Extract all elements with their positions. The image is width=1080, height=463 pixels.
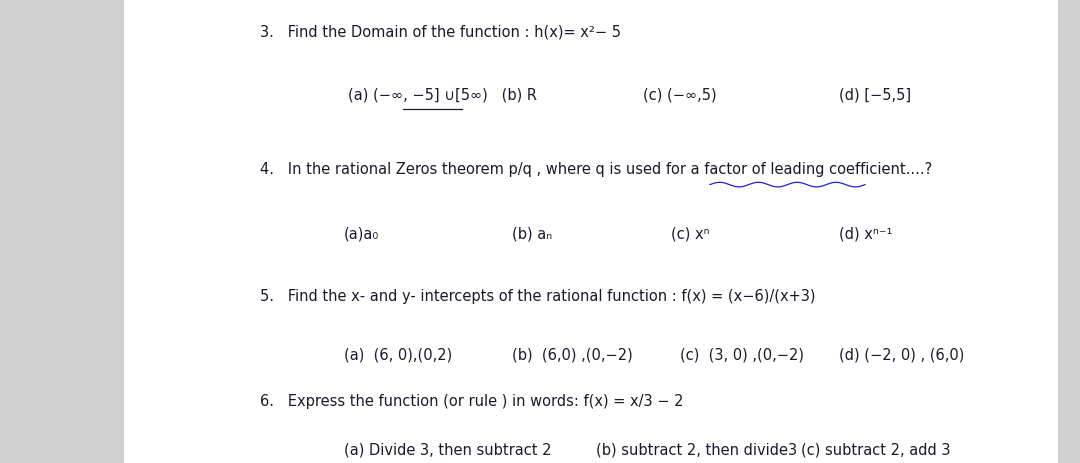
Text: (a) Divide 3, then subtract 2: (a) Divide 3, then subtract 2 (343, 442, 551, 457)
Text: 3.   Find the Domain of the function : h(x)= x²− 5: 3. Find the Domain of the function : h(x… (259, 25, 621, 40)
Text: (d) (−2, 0) , (6,0): (d) (−2, 0) , (6,0) (839, 347, 964, 362)
Text: (a)  (6, 0),(0,2): (a) (6, 0),(0,2) (343, 347, 453, 362)
Text: (c) subtract 2, add 3: (c) subtract 2, add 3 (801, 442, 951, 457)
Text: (c)  (3, 0) ,(0,−2): (c) (3, 0) ,(0,−2) (680, 347, 804, 362)
Text: (b)  (6,0) ,(0,−2): (b) (6,0) ,(0,−2) (512, 347, 633, 362)
Text: (b) subtract 2, then divide3: (b) subtract 2, then divide3 (596, 442, 797, 457)
Text: (b) aₙ: (b) aₙ (512, 226, 552, 241)
Text: 5.   Find the x- and y- intercepts of the rational function : f(x) = (x−6)/(x+3): 5. Find the x- and y- intercepts of the … (259, 289, 815, 304)
Text: (d) xⁿ⁻¹: (d) xⁿ⁻¹ (839, 226, 892, 241)
Text: (d) [−5,5]: (d) [−5,5] (839, 88, 912, 102)
Text: (c) xⁿ: (c) xⁿ (671, 226, 710, 241)
Text: (a) (−∞, −5] ∪[5∞)   (b) R: (a) (−∞, −5] ∪[5∞) (b) R (349, 88, 538, 102)
Text: (c) (−∞,5): (c) (−∞,5) (643, 88, 716, 102)
Text: 6.   Express the function (or rule ) in words: f(x) = x/3 − 2: 6. Express the function (or rule ) in wo… (259, 393, 684, 408)
Text: (a)a₀: (a)a₀ (343, 226, 379, 241)
Text: 4.   In the rational Zeros theorem p/q , where q is used for a factor of leading: 4. In the rational Zeros theorem p/q , w… (259, 162, 932, 176)
